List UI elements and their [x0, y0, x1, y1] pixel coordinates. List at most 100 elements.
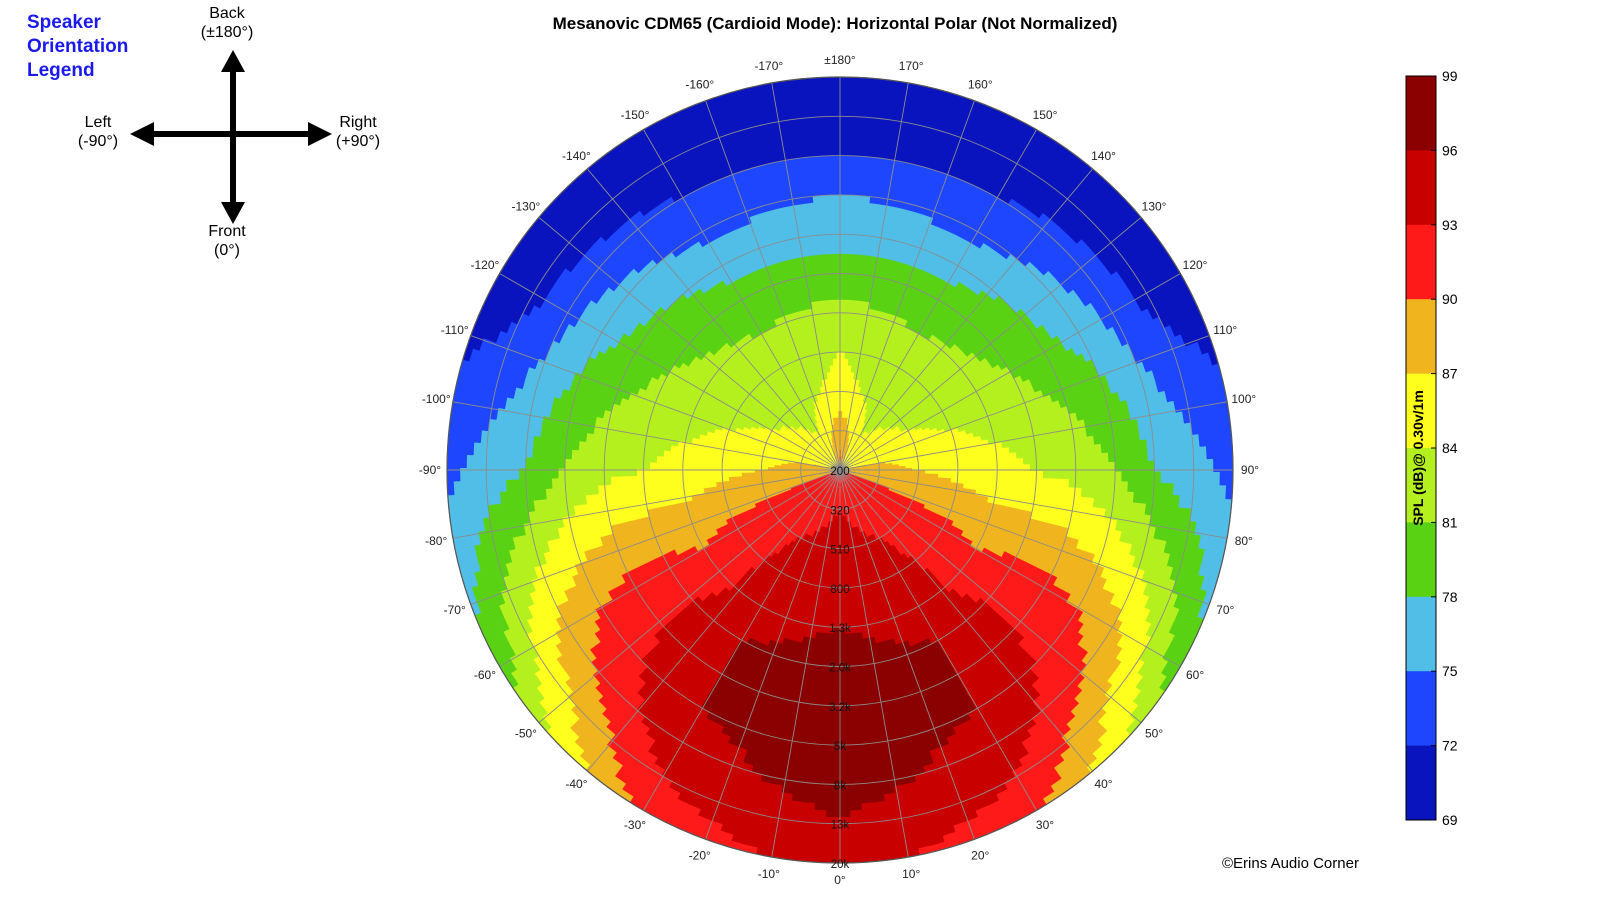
right-name: Right	[339, 114, 377, 131]
heatmap-cell	[813, 387, 819, 396]
heatmap-cell	[828, 445, 833, 453]
heatmap-cell	[814, 422, 821, 430]
arrow-right-icon	[308, 122, 332, 146]
right-label: Right (+90°)	[303, 113, 413, 151]
heatmap-cell	[820, 426, 826, 435]
heatmap-cell	[812, 109, 830, 118]
heatmap-cell	[819, 420, 825, 428]
heatmap-cell	[829, 437, 833, 446]
arrow-down-icon	[221, 202, 245, 224]
heatmap-cell	[809, 395, 816, 404]
heatmap-cell	[810, 424, 816, 433]
heatmap-cell	[822, 433, 827, 441]
heatmap-cell	[796, 386, 804, 396]
spl-heatmap	[447, 77, 1233, 863]
heatmap-cell	[831, 246, 842, 255]
heatmap-cell	[828, 181, 842, 189]
heatmap-cell	[804, 390, 811, 399]
heatmap-cell	[826, 424, 831, 433]
heatmap-cell	[816, 428, 822, 437]
heatmap-cell	[803, 369, 811, 378]
heatmap-cell	[793, 365, 802, 375]
heatmap-cell	[833, 457, 838, 465]
heatmap-cell	[825, 425, 830, 433]
heatmap-cell	[793, 373, 801, 382]
heatmap-cell	[808, 418, 815, 426]
heatmap-cell	[831, 451, 836, 459]
heatmap-cell	[818, 420, 824, 429]
heatmap-cell	[796, 394, 804, 403]
heatmap-cell	[828, 431, 833, 439]
heatmap-cell	[821, 405, 827, 414]
heatmap-cell	[828, 187, 842, 196]
heatmap-cell	[816, 421, 822, 429]
heatmap-cell	[813, 423, 819, 431]
heatmap-cell	[803, 405, 810, 414]
heatmap-cell	[808, 374, 816, 383]
heatmap-cell	[799, 385, 806, 394]
heatmap-cell	[823, 412, 828, 420]
heatmap-cell	[829, 200, 842, 209]
heatmap-cell	[804, 412, 811, 421]
legend-title-line-3: Legend	[27, 60, 95, 81]
heatmap-cell	[830, 430, 834, 439]
heatmap-cell	[813, 115, 830, 124]
heatmap-cell	[825, 411, 830, 420]
heatmap-cell	[780, 357, 789, 367]
heatmap-cell	[802, 413, 810, 422]
heatmap-cell	[810, 402, 816, 411]
heatmap-cell	[823, 432, 828, 441]
heatmap-cell	[811, 416, 818, 424]
heatmap-cell	[815, 386, 822, 395]
heatmap-cell	[814, 128, 831, 137]
arrow-up-icon	[221, 50, 245, 72]
arrow-left-icon	[130, 122, 154, 146]
heatmap-cell	[815, 414, 821, 423]
left-name: Left	[84, 114, 112, 131]
heatmap-cell	[812, 394, 819, 403]
heatmap-cell	[829, 220, 842, 228]
orientation-legend-title: Speaker Orientation Legend	[27, 11, 167, 83]
heatmap-cell	[799, 378, 807, 387]
legend-title-line-1: Speaker	[27, 12, 101, 33]
heatmap-cell	[780, 380, 789, 389]
heatmap-cell	[814, 407, 821, 416]
heatmap-cell	[806, 411, 813, 420]
heatmap-cell	[829, 213, 842, 222]
heatmap-cell	[807, 389, 814, 398]
heatmap-cell	[821, 441, 827, 449]
heatmap-cell	[819, 427, 825, 435]
heatmap-cell	[811, 96, 830, 105]
heatmap-cell	[810, 409, 817, 418]
heatmap-cell	[807, 396, 814, 405]
heatmap-cell	[813, 415, 819, 424]
right-angle: (+90°)	[335, 133, 381, 150]
heatmap-cell	[811, 381, 817, 390]
heatmap-cell	[784, 355, 793, 365]
heatmap-cell	[805, 404, 812, 413]
back-name: Back	[209, 5, 245, 22]
heatmap-cell	[819, 413, 825, 421]
heatmap-cell	[827, 168, 842, 176]
heatmap-cell	[817, 428, 823, 436]
heatmap-cell	[786, 376, 795, 386]
heatmap-cell	[790, 375, 798, 384]
heatmap-cell	[825, 418, 830, 426]
heatmap-cell	[831, 451, 835, 459]
heatmap-cell	[817, 393, 823, 401]
heatmap-cell	[815, 393, 821, 402]
heatmap-cell	[826, 418, 831, 426]
heatmap-cell	[813, 122, 830, 131]
heatmap-cell	[802, 384, 809, 393]
heatmap-cell	[811, 423, 818, 432]
heatmap-cell	[812, 408, 819, 417]
heatmap-cell	[832, 443, 836, 452]
heatmap-cell	[833, 450, 837, 458]
heatmap-cell	[822, 398, 827, 407]
heatmap-cell	[817, 436, 823, 443]
heatmap-cell	[793, 388, 801, 397]
heatmap-cell	[817, 407, 823, 415]
heatmap-cell	[817, 413, 823, 422]
heatmap-cell	[833, 457, 838, 465]
